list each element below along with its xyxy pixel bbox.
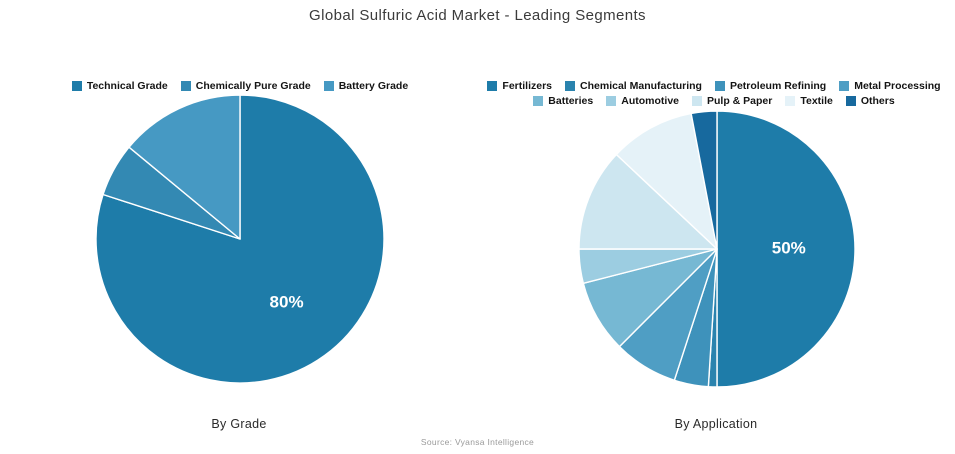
legend-item-chemical-manufacturing: Chemical Manufacturing <box>565 80 702 92</box>
legend-label: Automotive <box>621 95 679 107</box>
pie-slice-pulp-paper <box>578 153 718 250</box>
legend-swatch-icon <box>714 81 725 91</box>
legend-swatch-icon <box>533 96 544 106</box>
pie-slice-fertilizers <box>716 110 856 388</box>
legend-swatch-icon <box>180 81 191 91</box>
legend-swatch-icon <box>565 81 576 91</box>
legend-label: Chemically Pure Grade <box>195 80 311 92</box>
legend-item-petroleum-refining: Petroleum Refining <box>714 80 827 92</box>
legend-swatch-icon <box>845 96 856 106</box>
source-note: Source: Vyansa Intelligence <box>420 437 535 447</box>
legend-item-textile: Textile <box>785 95 833 107</box>
legend-label: Fertilizers <box>502 80 553 92</box>
legend-label: Metal Processing <box>854 80 941 92</box>
legend-item-technical-grade: Technical Grade <box>71 80 168 92</box>
legend-item-fertilizers: Fertilizers <box>487 80 552 92</box>
pie-data-label: 50% <box>772 238 806 257</box>
legend-swatch-icon <box>323 81 334 91</box>
legend-row: Fertilizers Chemical Manufacturing Petrole… <box>478 80 950 92</box>
pie-svg: 80% <box>95 94 385 384</box>
legend-item-metal-processing: Metal Processing <box>839 80 941 92</box>
legend-item-others: Others <box>845 95 895 107</box>
legend-label: Technical Grade <box>86 80 168 92</box>
pie-slice-textile <box>615 112 718 250</box>
legend-swatch-icon <box>487 81 498 91</box>
grade-legend: Technical Grade Chemically Pure Grade Batt… <box>40 80 440 92</box>
legend-swatch-icon <box>692 96 702 106</box>
legend-item-automotive: Automotive <box>606 95 679 107</box>
legend-label: Battery Grade <box>338 80 409 92</box>
legend-label: Textile <box>800 95 833 107</box>
legend-row: Technical Grade Chemically Pure Grade Batt… <box>40 80 440 92</box>
pie-slice-others <box>690 110 718 250</box>
pie-svg: 50% <box>578 110 856 388</box>
legend-item-battery-grade: Battery Grade <box>323 80 409 92</box>
legend-swatch-icon <box>71 81 82 91</box>
legend-label: Others <box>860 95 895 107</box>
legend-label: Pulp & Paper <box>707 95 773 107</box>
legend-label: Chemical Manufacturing <box>580 80 702 92</box>
legend-item-chemically-pure-grade: Chemically Pure Grade <box>180 80 311 92</box>
legend-item-batteries: Batteries <box>533 95 593 107</box>
legend-row: Batteries Automotive Pulp & Paper Textile Ot… <box>478 95 950 107</box>
pie-data-label: 80% <box>270 293 304 312</box>
application-legend: Fertilizers Chemical Manufacturing Petrole… <box>478 80 950 107</box>
legend-label: Batteries <box>548 95 594 107</box>
grade-caption: By Grade <box>211 417 267 431</box>
chart-title: Global Sulfuric Acid Market - Leading Se… <box>309 7 646 24</box>
application-pie-chart: 50% <box>577 109 857 394</box>
legend-swatch-icon <box>785 96 796 106</box>
legend-label: Petroleum Refining <box>729 80 827 92</box>
pie-slice-battery-grade <box>128 94 241 240</box>
grade-pie-chart: 80% <box>94 93 386 390</box>
application-caption: By Application <box>674 417 758 431</box>
legend-swatch-icon <box>606 96 617 106</box>
legend-swatch-icon <box>839 81 850 91</box>
legend-item-pulp-paper: Pulp & Paper <box>692 95 772 107</box>
